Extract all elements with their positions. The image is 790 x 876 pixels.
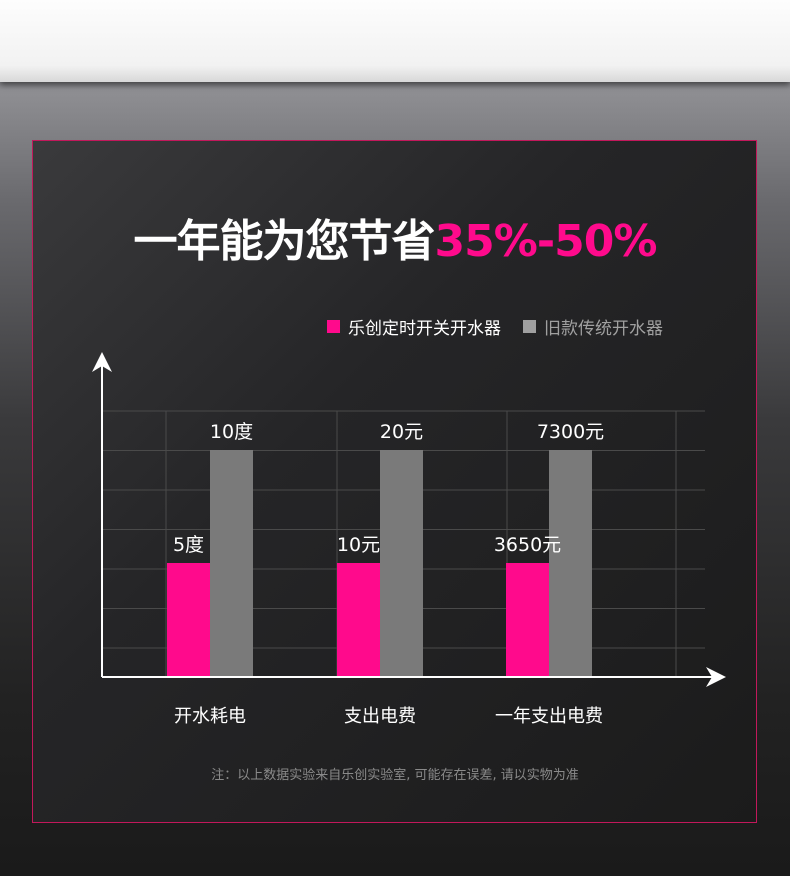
- legend: 乐创定时开关开水器 旧款传统开水器: [327, 314, 685, 339]
- data-label: 7300元: [537, 421, 604, 443]
- title-highlight: 35%-50%: [434, 216, 658, 267]
- data-label: 10度: [210, 421, 253, 443]
- legend-label-new: 乐创定时开关开水器: [348, 319, 501, 339]
- data-label: 5度: [173, 534, 204, 556]
- legend-item-old: 旧款传统开水器: [523, 314, 663, 339]
- legend-swatch-old: [523, 320, 536, 333]
- bar-new: [167, 563, 210, 676]
- bar-old: [549, 450, 592, 676]
- data-label: 20元: [380, 421, 423, 443]
- category-label: 支出电费: [344, 706, 416, 727]
- marble-header-background: [0, 0, 790, 82]
- data-label: 3650元: [494, 534, 561, 556]
- bar-old: [380, 450, 423, 676]
- bar-old: [210, 450, 253, 676]
- category-label: 开水耗电: [174, 706, 246, 727]
- bar-new: [337, 563, 380, 676]
- page-title: 一年能为您节省35%-50%: [0, 205, 790, 269]
- title-main: 一年能为您节省: [133, 216, 436, 267]
- legend-item-new: 乐创定时开关开水器: [327, 314, 501, 339]
- category-label: 一年支出电费: [495, 706, 603, 727]
- footnote: 注：以上数据实验来自乐创实验室, 可能存在误差, 请以实物为准: [211, 768, 579, 783]
- legend-swatch-new: [327, 320, 340, 333]
- legend-label-old: 旧款传统开水器: [544, 319, 663, 339]
- data-label: 10元: [337, 534, 380, 556]
- bar-new: [506, 563, 549, 676]
- bars: [167, 450, 592, 676]
